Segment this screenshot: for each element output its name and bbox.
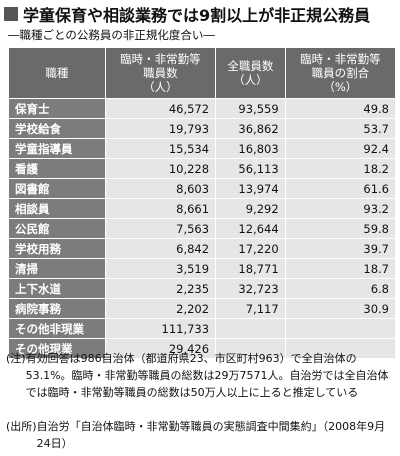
table-cell: 12,644 [215,218,286,239]
table-cell: 6,842 [104,238,217,259]
table-cell: 15,534 [104,138,217,159]
header-cell: 全職員数 （人） [215,47,286,99]
row-label: 保育士 [8,98,106,119]
table-cell: 39.7 [284,238,397,259]
empty-cell [284,338,397,359]
row-label: 図書館 [8,178,106,199]
row-label: 上下水道 [8,278,106,299]
table-cell: 17,220 [215,238,286,259]
table-cell: 18.2 [284,158,397,179]
row-label: 看護 [8,158,106,179]
source-text: 自治労「自治体臨時・非常勤等職員の実態調査中間集約」（2008年9月24日） [36,420,386,450]
table-cell: 2,202 [104,298,217,319]
source-label: (出所) [6,420,37,433]
title-text: 学童保育や相談業務では9割以上が非正規公務員 [23,6,371,25]
note: (注) 有効回答は986自治体（都道府県23、市区町村963）で全自治体の53.1… [6,350,394,401]
header-cell: 職種 [8,47,106,99]
table-cell: 53.7 [284,118,397,139]
table-cell: 18,771 [215,258,286,279]
empty-cell [284,318,397,339]
table-cell: 19,793 [104,118,217,139]
table-row: その他現業 29,426 [8,338,397,359]
table-cell: 111,733 [104,318,217,339]
subtitle: ―職種ごとの公務員の非正規化度合い― [8,28,215,42]
table-cell: 36,862 [215,118,286,139]
table-cell: 8,603 [104,178,217,199]
table-cell: 59.8 [284,218,397,239]
table-row: 学校給食 19,793 36,862 53.7 [8,118,397,139]
table-cell: 56,113 [215,158,286,179]
title: 学童保育や相談業務では9割以上が非正規公務員 [4,2,370,26]
title-marker [4,7,18,21]
header-row: 職種 臨時・非常勤等 職員数 （人） 全職員数 （人） 臨時・非常勤等 職員の割合 （… [8,47,397,99]
table-row: 病院事務 2,202 7,117 30.9 [8,298,397,319]
header-cell: 臨時・非常勤等 職員の割合 （%） [284,47,397,99]
row-label: その他現業 [8,338,106,359]
table-cell: 6.8 [284,278,397,299]
table-cell: 92.4 [284,138,397,159]
table-row: 清掃 3,519 18,771 18.7 [8,258,397,279]
row-label: 病院事務 [8,298,106,319]
table-cell: 30.9 [284,298,397,319]
data-table: 職種 臨時・非常勤等 職員数 （人） 全職員数 （人） 臨時・非常勤等 職員の割合 （… [8,47,397,359]
table-cell: 18.7 [284,258,397,279]
table-row: 相談員 8,661 9,292 93.2 [8,198,397,219]
table-cell: 16,803 [215,138,286,159]
table-cell: 32,723 [215,278,286,299]
table-cell: 93,559 [215,98,286,119]
table-cell: 61.6 [284,178,397,199]
row-label: その他非現業 [8,318,106,339]
table-cell: 10,228 [104,158,217,179]
table-row: 看護 10,228 56,113 18.2 [8,158,397,179]
table-cell: 2,235 [104,278,217,299]
table-cell: 9,292 [215,198,286,219]
table-cell: 8,661 [104,198,217,219]
empty-cell [215,318,286,339]
table-row: 学校用務 6,842 17,220 39.7 [8,238,397,259]
table-row: 学童指導員 15,534 16,803 92.4 [8,138,397,159]
table-row: 保育士 46,572 93,559 49.8 [8,98,397,119]
header-cell: 臨時・非常勤等 職員数 （人） [104,47,217,99]
table-cell: 3,519 [104,258,217,279]
table-cell: 7,117 [215,298,286,319]
row-label: 清掃 [8,258,106,279]
note-text: 有効回答は986自治体（都道府県23、市区町村963）で全自治体の53.1%。臨… [25,352,389,399]
source: (出所) 自治労「自治体臨時・非常勤等職員の実態調査中間集約」（2008年9月24… [6,418,394,452]
table-cell: 13,974 [215,178,286,199]
table-cell: 7,563 [104,218,217,239]
table-cell: 46,572 [104,98,217,119]
row-label: 学校給食 [8,118,106,139]
table-row: その他非現業 111,733 [8,318,397,339]
table-cell: 29,426 [104,338,217,359]
table-row: 図書館 8,603 13,974 61.6 [8,178,397,199]
empty-cell [215,338,286,359]
table-row: 公民館 7,563 12,644 59.8 [8,218,397,239]
row-label: 相談員 [8,198,106,219]
table-cell: 49.8 [284,98,397,119]
note-label: (注) [6,352,26,365]
table-row: 上下水道 2,235 32,723 6.8 [8,278,397,299]
row-label: 学童指導員 [8,138,106,159]
row-label: 公民館 [8,218,106,239]
table-cell: 93.2 [284,198,397,219]
row-label: 学校用務 [8,238,106,259]
